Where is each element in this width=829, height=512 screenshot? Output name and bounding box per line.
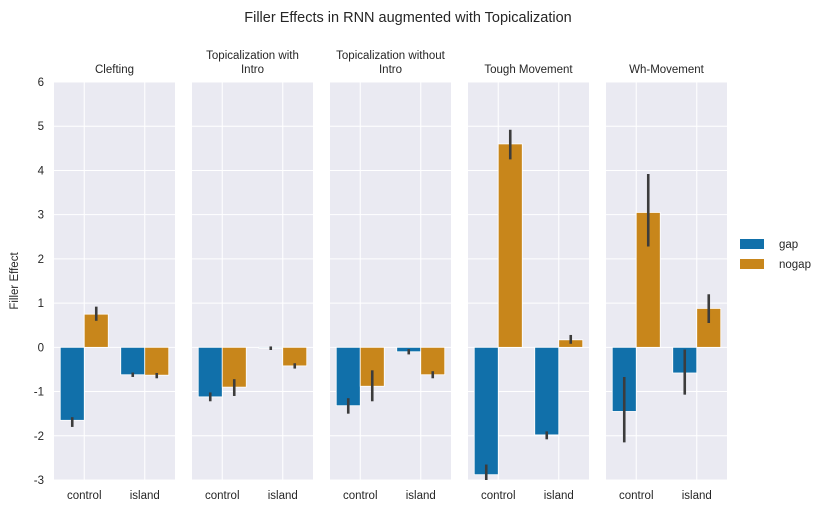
bar-nogap (420, 346, 446, 376)
y-tick-labels: -3 -2 -1 0 1 2 3 4 5 6 (34, 77, 45, 487)
y-tick-label: 0 (38, 342, 44, 354)
x-tick-label: island (682, 490, 712, 502)
bar-gap (335, 346, 361, 407)
panel-title: Topicalization with (206, 50, 299, 62)
y-tick-label: 3 (38, 210, 44, 222)
bar-nogap (282, 346, 308, 367)
chart-title: Filler Effects in RNN augmented with Top… (244, 10, 571, 26)
y-tick-label: 6 (38, 77, 44, 89)
panel-background (192, 82, 313, 480)
bar-gap (59, 346, 85, 421)
y-tick-label: 5 (38, 121, 44, 133)
x-tick-label: island (130, 490, 160, 502)
x-tick-label: control (481, 490, 516, 502)
facet-panel: Topicalization without Intro control island (330, 50, 451, 502)
y-tick-label: 1 (38, 298, 44, 310)
bar-gap (197, 346, 223, 398)
bar-nogap (83, 313, 109, 348)
panel-background (330, 82, 451, 480)
panel-title: Intro (379, 64, 402, 76)
x-tick-label: control (343, 490, 378, 502)
panel-title: Clefting (95, 64, 134, 76)
bar-nogap (144, 346, 170, 376)
bar-gap (534, 346, 560, 436)
panel-title: Intro (241, 64, 264, 76)
legend-swatch-nogap (740, 259, 764, 269)
y-tick-label: -1 (34, 387, 44, 399)
x-tick-label: control (205, 490, 240, 502)
y-tick-label: 4 (38, 165, 45, 177)
bar-nogap (497, 143, 523, 348)
y-tick-label: -3 (34, 475, 44, 487)
facet-panel: Topicalization with Intro control island (192, 50, 313, 502)
panel-title: Wh-Movement (629, 64, 705, 76)
legend-swatch-gap (740, 239, 764, 249)
y-tick-label: -2 (34, 431, 44, 443)
x-tick-label: control (67, 490, 102, 502)
legend-label-nogap: nogap (779, 259, 811, 271)
panel-title: Tough Movement (484, 64, 573, 76)
bar-gap (473, 346, 499, 476)
facet-panel: Clefting control island (54, 64, 175, 502)
x-tick-label: island (406, 490, 436, 502)
x-tick-label: control (619, 490, 654, 502)
legend: gap nogap (740, 239, 811, 271)
legend-label-gap: gap (779, 239, 798, 251)
x-tick-label: island (268, 490, 298, 502)
panel-background (606, 82, 727, 480)
facet-panel: Tough Movement control island (468, 64, 589, 502)
y-axis-label: Filler Effect (9, 252, 21, 310)
y-tick-label: 2 (38, 254, 44, 266)
x-tick-label: island (544, 490, 574, 502)
panel-title: Topicalization without (336, 50, 445, 62)
facet-panel: Wh-Movement control island (606, 64, 727, 502)
bar-gap (120, 346, 146, 376)
